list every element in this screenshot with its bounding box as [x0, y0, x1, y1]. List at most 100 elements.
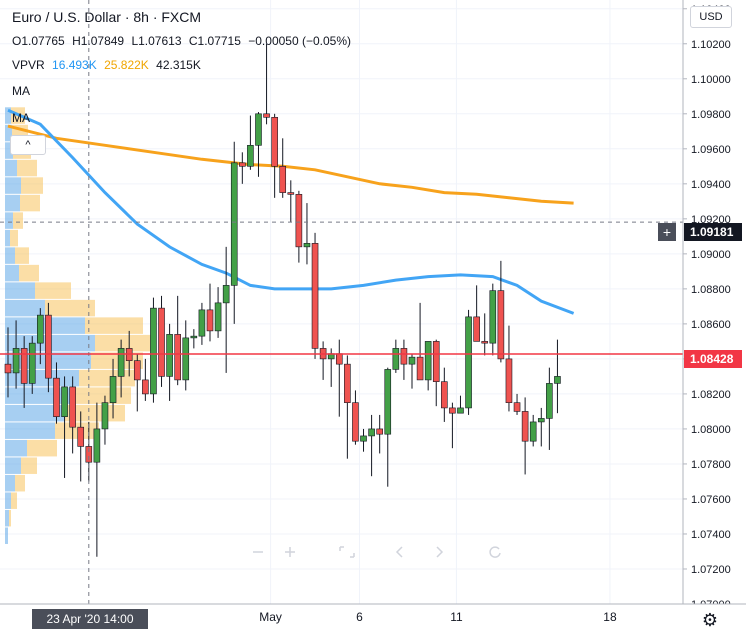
candle-body: [449, 407, 456, 414]
candle-body: [45, 314, 52, 379]
vpvr-buy-bar: [5, 282, 35, 299]
reset-scale-icon[interactable]: [339, 546, 355, 558]
candle-down: [142, 358, 149, 401]
vpvr-sell-bar: [17, 159, 37, 177]
price-tick-label: 1.07600: [691, 494, 731, 506]
candle-body: [441, 381, 448, 409]
vpvr-buy-bar: [5, 474, 15, 492]
candle-up: [37, 308, 44, 365]
gear-icon[interactable]: ⚙: [701, 610, 719, 630]
candle-body: [214, 302, 222, 332]
candle-body: [489, 290, 497, 344]
vpvr-sell-bar: [21, 457, 37, 474]
navigation-controls[interactable]: [253, 546, 501, 558]
candle-body: [335, 353, 343, 365]
candle-body: [376, 428, 383, 435]
ma-legend-1[interactable]: MA: [12, 84, 30, 98]
candle-body: [513, 402, 521, 412]
scroll-left-icon[interactable]: [395, 546, 403, 558]
candle-up: [230, 141, 238, 324]
candle-up: [190, 329, 198, 349]
candle-down: [279, 138, 287, 198]
candle-up: [303, 203, 311, 265]
price-tick-label: 1.08000: [691, 424, 731, 436]
candle-body: [465, 316, 472, 409]
candle-body: [529, 421, 537, 442]
candle-down: [311, 232, 319, 359]
candle-up: [408, 353, 416, 389]
candle-down: [263, 43, 270, 125]
time-tick-label: 11: [450, 610, 463, 624]
vpvr-sell-bar: [85, 317, 143, 334]
candle-body: [481, 341, 489, 344]
candle-down: [319, 341, 327, 380]
vpvr-sell-bar: [10, 229, 18, 247]
candle-body: [206, 309, 214, 332]
candle-body: [279, 166, 287, 193]
candle-down: [45, 302, 52, 393]
candle-up: [222, 246, 230, 373]
vpvr-buy-bar: [5, 194, 20, 212]
close-value: C1.07715: [188, 34, 241, 48]
ohlc-readout: O1.07765 H1.07849 L1.07613 C1.07715 −0.0…: [12, 34, 355, 48]
scroll-right-icon[interactable]: [436, 546, 444, 558]
vpvr-label: VPVR: [12, 58, 45, 72]
candle-up: [166, 323, 173, 401]
candle-body: [271, 116, 278, 167]
candle-body: [497, 290, 505, 360]
candle-down: [352, 390, 359, 445]
candle-body: [101, 402, 109, 430]
price-tick-label: 1.10200: [691, 39, 731, 51]
candle-down: [513, 393, 521, 415]
vpvr-legend[interactable]: VPVR 16.493K 25.822K 42.315K: [12, 58, 205, 72]
candle-body: [505, 358, 513, 403]
legend-collapse-button[interactable]: ^: [10, 135, 46, 155]
candle-body: [133, 360, 141, 381]
candle-up: [360, 428, 367, 452]
candle-up: [101, 395, 109, 445]
candle-up: [214, 287, 222, 338]
price-tick-label: 1.09400: [691, 179, 731, 191]
candle-body: [424, 341, 432, 381]
candle-down: [295, 190, 303, 263]
vpvr-buy-bar: [5, 422, 55, 439]
candle-down: [505, 325, 513, 412]
candle-down: [473, 285, 480, 342]
candle-up: [465, 309, 472, 415]
candle-up: [61, 376, 68, 478]
candle-down: [416, 302, 424, 381]
vpvr-buy-bar: [5, 107, 11, 124]
vpvr-buy-bar: [5, 247, 15, 264]
symbol-title[interactable]: Euro / U.S. Dollar · 8h · FXCM: [12, 9, 202, 25]
reset-chart-icon[interactable]: [489, 546, 501, 558]
ma-legend-2[interactable]: MA: [12, 111, 30, 125]
last-price-label: 1.08428: [684, 350, 742, 368]
candle-down: [376, 414, 383, 454]
candle-body: [28, 342, 36, 384]
price-tick-label: 1.09600: [691, 144, 731, 156]
vpvr-sell-bar: [55, 422, 99, 439]
price-axis-bg: [683, 0, 746, 630]
candle-down: [497, 260, 505, 363]
candle-down: [481, 313, 489, 356]
price-tick-label: 1.10000: [691, 74, 731, 86]
candle-body: [537, 418, 545, 423]
vpvr-buy-bar: [5, 509, 9, 527]
price-tick-label: 1.08600: [691, 319, 731, 331]
candle-body: [198, 309, 206, 337]
candle-down: [432, 339, 440, 407]
candle-up: [198, 302, 206, 345]
candle-body: [20, 348, 28, 384]
zoom-in-icon[interactable]: [285, 547, 295, 557]
crosshair-price-label: 1.09181: [684, 223, 742, 241]
currency-badge[interactable]: USD: [690, 6, 732, 28]
candle-down: [400, 339, 408, 380]
candle-body: [239, 162, 246, 167]
grid: [0, 0, 683, 605]
add-plus-button[interactable]: +: [658, 223, 676, 241]
candle-body: [295, 194, 303, 248]
candle-body: [190, 335, 198, 339]
price-tick-label: 1.09800: [691, 109, 731, 121]
